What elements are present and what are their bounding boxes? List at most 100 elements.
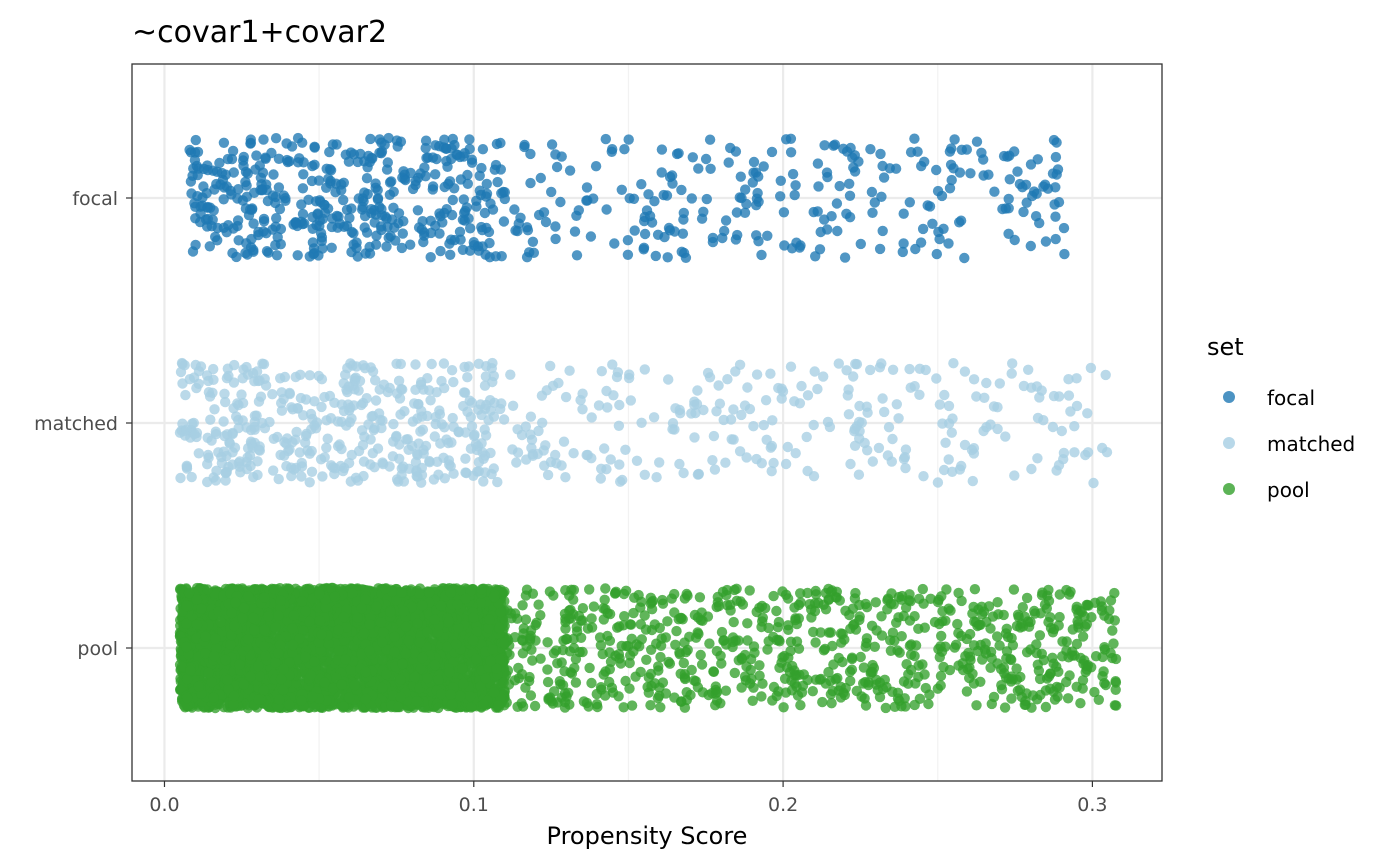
- data-point: [202, 201, 214, 213]
- data-point: [281, 438, 292, 449]
- data-point: [326, 221, 338, 233]
- data-point: [671, 148, 683, 160]
- data-point: [240, 203, 252, 214]
- data-point: [1059, 248, 1070, 260]
- data-point: [625, 395, 636, 406]
- data-point: [304, 477, 315, 488]
- data-point: [374, 147, 385, 158]
- data-point: [1040, 236, 1052, 247]
- data-point: [378, 458, 389, 470]
- data-point: [789, 189, 800, 201]
- data-point: [425, 395, 436, 406]
- data-point: [948, 358, 959, 369]
- data-point: [884, 163, 895, 174]
- data-point: [700, 153, 712, 165]
- data-point: [218, 137, 230, 148]
- data-point: [956, 595, 967, 607]
- data-point: [322, 433, 333, 444]
- data-point: [1002, 151, 1013, 162]
- data-point: [448, 376, 459, 388]
- data-point: [978, 425, 989, 437]
- data-point: [591, 688, 602, 700]
- data-point: [638, 244, 649, 255]
- data-point: [446, 365, 458, 376]
- data-point: [685, 689, 696, 701]
- data-point: [427, 184, 438, 195]
- data-point: [462, 178, 473, 189]
- data-point: [678, 467, 689, 479]
- data-point: [426, 358, 437, 370]
- data-point: [413, 222, 425, 233]
- data-point: [707, 236, 719, 248]
- data-point: [473, 358, 484, 369]
- data-point: [877, 393, 888, 404]
- data-point: [522, 225, 534, 236]
- data-point: [394, 453, 405, 464]
- data-point: [723, 157, 734, 168]
- data-point: [389, 222, 400, 233]
- data-point: [648, 412, 660, 423]
- data-point: [1071, 373, 1082, 384]
- data-point: [766, 146, 778, 158]
- data-point: [742, 382, 753, 393]
- data-point: [241, 463, 253, 475]
- data-point: [641, 654, 652, 665]
- data-point: [461, 202, 472, 213]
- data-point: [412, 399, 424, 410]
- data-point: [662, 252, 673, 263]
- data-point: [437, 217, 448, 228]
- data-point: [1050, 233, 1061, 245]
- data-point: [943, 454, 954, 465]
- data-point: [686, 408, 697, 419]
- data-point: [551, 161, 563, 173]
- data-point: [1038, 415, 1049, 426]
- data-point: [268, 465, 279, 476]
- data-point: [631, 455, 643, 466]
- data-point: [824, 421, 836, 433]
- data-point: [1004, 174, 1015, 185]
- data-point: [646, 604, 658, 615]
- data-point: [255, 172, 267, 183]
- data-point: [671, 625, 682, 637]
- data-point: [479, 207, 491, 219]
- data-point: [465, 411, 476, 423]
- data-point: [575, 394, 586, 406]
- data-point: [420, 135, 432, 146]
- data-point: [252, 456, 263, 467]
- data-point: [739, 207, 751, 218]
- data-point: [924, 201, 936, 212]
- data-point: [358, 360, 369, 371]
- data-point: [307, 223, 318, 234]
- data-point: [758, 161, 769, 172]
- data-point: [297, 183, 309, 194]
- data-point: [509, 204, 520, 215]
- data-point: [818, 371, 829, 382]
- data-point: [460, 453, 471, 464]
- data-point: [466, 157, 478, 168]
- data-point: [953, 627, 964, 639]
- data-point: [713, 380, 724, 391]
- data-point: [833, 652, 844, 664]
- data-point: [919, 156, 930, 167]
- data-point: [701, 193, 712, 205]
- data-point: [218, 194, 229, 205]
- data-point: [1040, 701, 1052, 713]
- data-point: [822, 171, 833, 183]
- data-point: [956, 144, 967, 155]
- data-point: [845, 675, 856, 687]
- data-point: [520, 421, 531, 432]
- data-point: [306, 466, 318, 477]
- data-point: [223, 370, 234, 382]
- data-point: [248, 218, 259, 229]
- data-point: [750, 167, 762, 178]
- data-point: [237, 195, 248, 206]
- data-point: [744, 585, 755, 596]
- data-point: [447, 194, 458, 206]
- data-point: [468, 237, 479, 248]
- data-point: [319, 452, 330, 463]
- data-point: [313, 175, 325, 186]
- data-point: [399, 406, 410, 417]
- data-point: [257, 417, 268, 429]
- data-point: [1085, 362, 1097, 374]
- data-point: [1058, 447, 1070, 459]
